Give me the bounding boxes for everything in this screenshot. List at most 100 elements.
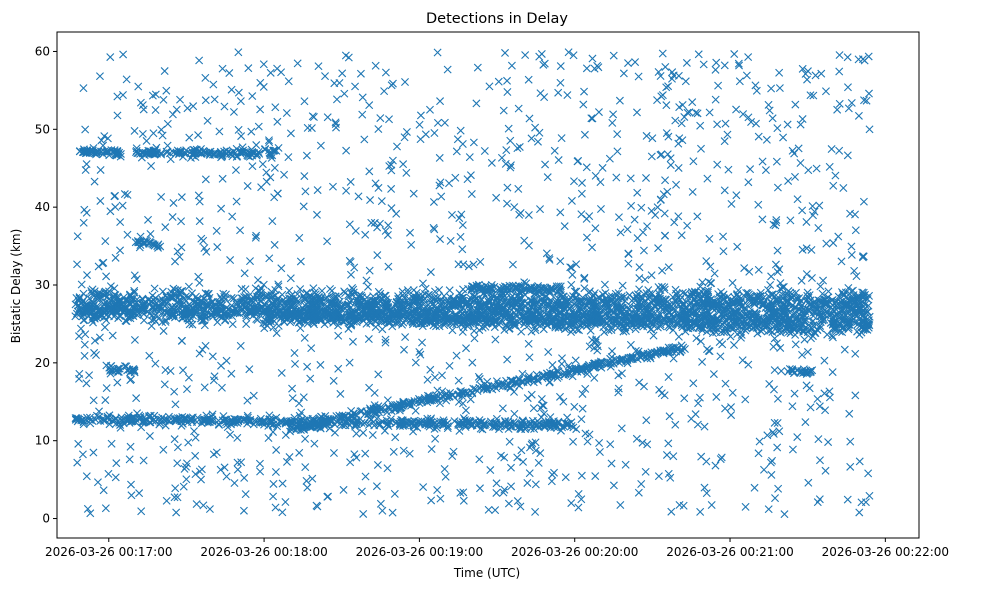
data-point <box>375 219 384 228</box>
data-point <box>798 115 807 124</box>
data-point <box>147 162 156 170</box>
data-point <box>609 359 618 368</box>
data-point <box>492 193 501 202</box>
data-point <box>295 399 304 408</box>
data-point <box>176 287 185 296</box>
data-point <box>320 309 329 318</box>
data-point <box>184 282 193 291</box>
data-point <box>472 99 481 108</box>
data-point <box>849 293 858 302</box>
data-point <box>323 113 332 122</box>
data-point <box>113 92 122 101</box>
data-point <box>110 298 119 307</box>
data-point <box>130 335 139 344</box>
data-point <box>196 298 205 307</box>
data-point <box>556 62 565 71</box>
x-tick-label: 2026-03-26 00:17:00 <box>45 545 172 559</box>
data-point <box>710 269 719 278</box>
data-point <box>756 288 765 297</box>
data-point <box>459 496 468 505</box>
data-point <box>243 181 252 190</box>
data-point <box>101 287 110 296</box>
data-point <box>433 118 442 127</box>
data-point <box>517 446 526 455</box>
data-point <box>716 328 725 337</box>
data-point <box>560 222 569 231</box>
data-point <box>384 402 393 411</box>
data-point <box>810 327 819 336</box>
data-point <box>546 296 555 305</box>
data-point <box>704 346 713 355</box>
data-point <box>176 308 185 317</box>
data-point <box>416 350 425 359</box>
data-point <box>616 309 625 318</box>
data-point <box>201 73 210 82</box>
data-point <box>459 488 468 497</box>
data-point <box>769 322 778 331</box>
data-point <box>173 459 182 468</box>
data-point <box>220 102 229 111</box>
data-point <box>752 119 761 128</box>
data-point <box>358 93 367 102</box>
data-point <box>864 320 873 329</box>
data-point <box>648 313 657 322</box>
data-point <box>744 360 753 369</box>
data-point <box>724 165 733 174</box>
data-point <box>215 127 224 136</box>
data-point <box>777 320 786 329</box>
data-point <box>741 502 750 511</box>
data-point <box>407 240 416 249</box>
data-point <box>440 465 449 473</box>
data-point <box>662 101 671 110</box>
data-point <box>459 323 468 332</box>
data-point <box>197 475 206 484</box>
data-point <box>820 356 829 365</box>
data-point <box>727 411 736 420</box>
data-point <box>548 313 557 322</box>
data-point <box>844 104 853 113</box>
data-point <box>272 413 281 422</box>
data-point <box>293 290 302 299</box>
data-point <box>713 315 722 324</box>
data-point <box>530 296 539 305</box>
data-point <box>544 301 553 310</box>
data-point <box>752 86 761 95</box>
data-point <box>100 323 109 332</box>
data-point <box>362 276 371 285</box>
x-tick-label: 2026-03-26 00:18:00 <box>200 545 327 559</box>
data-point <box>617 357 626 366</box>
data-point <box>808 202 817 211</box>
data-point <box>584 363 593 372</box>
data-point <box>817 296 826 305</box>
data-point <box>775 265 784 274</box>
data-point <box>641 467 650 476</box>
data-point <box>237 294 246 303</box>
data-point <box>633 188 642 197</box>
data-point <box>569 51 578 60</box>
data-point <box>589 311 598 320</box>
data-point <box>713 160 722 169</box>
data-point <box>484 505 493 514</box>
data-point <box>653 96 662 105</box>
data-point <box>306 374 315 383</box>
data-point <box>732 191 741 200</box>
data-point <box>132 275 141 284</box>
data-point <box>253 276 262 285</box>
data-point <box>618 281 627 290</box>
data-point <box>616 228 625 237</box>
data-point <box>614 384 623 393</box>
data-point <box>457 210 466 219</box>
data-point <box>101 396 110 405</box>
data-point <box>349 288 358 297</box>
data-point <box>542 249 551 258</box>
data-point <box>780 510 789 519</box>
data-point <box>445 298 454 307</box>
data-point <box>469 138 478 147</box>
data-point <box>499 106 508 115</box>
data-point <box>857 299 866 308</box>
data-point <box>854 111 863 120</box>
data-point <box>195 217 204 226</box>
data-point <box>78 450 87 459</box>
data-point <box>345 358 354 367</box>
data-point <box>559 370 568 379</box>
